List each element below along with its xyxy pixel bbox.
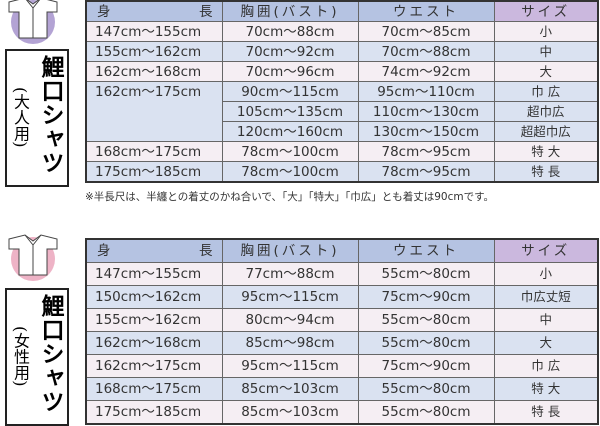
table-cell: 超超巾広	[493, 121, 599, 142]
table-cell: 大	[493, 331, 599, 355]
adult-subtitle: (大人用)	[11, 87, 30, 148]
table-row: 147cm〜155cm 77cm〜88cm 55cm〜80cm 小	[85, 262, 599, 286]
table-cell: 55cm〜80cm	[357, 377, 495, 401]
table-cell: 55cm〜80cm	[357, 262, 495, 286]
table-row: 105cm〜135cm 110cm〜130cm 超巾広	[86, 101, 599, 122]
table-cell: 95cm〜110cm	[357, 81, 495, 102]
table-cell: 75cm〜90cm	[357, 354, 495, 378]
table-cell: 55cm〜80cm	[357, 331, 495, 355]
table-cell: 162cm〜168cm	[85, 331, 223, 355]
header-size: サイズ	[493, 238, 599, 263]
table-cell: 110cm〜130cm	[357, 101, 495, 122]
table-row: 168cm〜175cm 78cm〜100cm 78cm〜95cm 特 大	[85, 141, 599, 162]
table-row: 120cm〜160cm 130cm〜150cm 超超巾広	[86, 121, 599, 142]
women-label: 鯉口シャツ (女性用)	[5, 288, 69, 426]
table-cell: 78cm〜100cm	[221, 161, 359, 183]
table-cell: 168cm〜175cm	[85, 377, 223, 401]
table-cell: 130cm〜150cm	[357, 121, 495, 142]
table-cell: 120cm〜160cm	[221, 121, 359, 142]
table-cell: 70cm〜88cm	[221, 21, 359, 42]
header-waist: ウエスト	[357, 0, 495, 22]
table-cell: 105cm〜135cm	[221, 101, 359, 122]
table-row: 168cm〜175cm 85cm〜103cm 55cm〜80cm 特 大	[85, 377, 599, 401]
table-row: 150cm〜162cm 95cm〜115cm 75cm〜90cm 巾広丈短	[85, 285, 599, 309]
table-cell: 55cm〜80cm	[357, 308, 495, 332]
table-cell: 175cm〜185cm	[85, 400, 223, 425]
women-title: 鯉口シャツ	[37, 294, 63, 414]
table-cell: 中	[493, 41, 599, 62]
table-cell: 小	[493, 262, 599, 286]
header-size: サイズ	[493, 0, 599, 22]
header-height-right: 長	[199, 243, 216, 259]
table-cell: 70cm〜85cm	[357, 21, 495, 42]
table-row: 155cm〜162cm 80cm〜94cm 55cm〜80cm 中	[85, 308, 599, 332]
adult-label: 鯉口シャツ (大人用)	[5, 49, 69, 187]
table-cell: 小	[493, 21, 599, 42]
table-row: 162cm〜168cm 85cm〜98cm 55cm〜80cm 大	[85, 331, 599, 355]
header-height: 身長	[85, 238, 223, 263]
header-height: 身長	[85, 0, 223, 22]
table-cell: 80cm〜94cm	[221, 308, 359, 332]
table-cell: 74cm〜92cm	[357, 61, 495, 82]
table-cell: 85cm〜98cm	[221, 331, 359, 355]
adult-note: ※半長尺は、半纏との着丈のかね合いで、「大」「特大」「巾広」とも着丈は90cmで…	[85, 191, 495, 203]
table-cell: 85cm〜103cm	[221, 400, 359, 425]
women-subtitle: (女性用)	[11, 326, 30, 387]
table-cell: 超巾広	[493, 101, 599, 122]
shirt-icon	[8, 234, 58, 281]
women-size-table: 身長 胸囲(バスト) ウエスト サイズ 147cm〜155cm 77cm〜88cm…	[85, 238, 599, 425]
table-cell: 特 大	[493, 377, 599, 401]
table-cell: 中	[493, 308, 599, 332]
adult-title: 鯉口シャツ	[37, 55, 63, 175]
table-row: 147cm〜155cm 70cm〜88cm 70cm〜85cm 小	[85, 21, 599, 42]
table-cell: 70cm〜96cm	[221, 61, 359, 82]
table-cell: 175cm〜185cm	[85, 161, 223, 183]
header-bust: 胸囲(バスト)	[221, 0, 359, 22]
table-cell: 75cm〜90cm	[357, 285, 495, 309]
table-row: 162cm〜175cm 95cm〜115cm 75cm〜90cm 巾 広	[85, 354, 599, 378]
header-height-right: 長	[199, 3, 216, 20]
table-row: 155cm〜162cm 70cm〜92cm 70cm〜88cm 中	[85, 41, 599, 62]
table-cell: 95cm〜115cm	[221, 354, 359, 378]
header-waist: ウエスト	[357, 238, 495, 263]
shirt-icon	[8, 0, 58, 44]
table-cell: 78cm〜95cm	[357, 161, 495, 183]
table-cell: 77cm〜88cm	[221, 262, 359, 286]
table-cell: 155cm〜162cm	[85, 308, 223, 332]
table-cell: 95cm〜115cm	[221, 285, 359, 309]
table-row: 162cm〜168cm 70cm〜96cm 74cm〜92cm 大	[85, 61, 599, 82]
table-cell: 78cm〜95cm	[357, 141, 495, 162]
header-bust: 胸囲(バスト)	[221, 238, 359, 263]
table-cell: 70cm〜92cm	[221, 41, 359, 62]
table-cell: 85cm〜103cm	[221, 377, 359, 401]
table-cell: 78cm〜100cm	[221, 141, 359, 162]
table-row: 175cm〜185cm 78cm〜100cm 78cm〜95cm 特 長	[85, 161, 599, 183]
adult-size-table: 身長 胸囲(バスト) ウエスト サイズ 147cm〜155cm 70cm〜88cm…	[85, 0, 599, 183]
table-cell: 147cm〜155cm	[85, 21, 223, 42]
table-cell: 162cm〜175cm	[85, 81, 223, 142]
header-height-left: 身	[97, 243, 114, 259]
table-row: 175cm〜185cm 85cm〜103cm 55cm〜80cm 特 長	[85, 400, 599, 425]
table-cell: 70cm〜88cm	[357, 41, 495, 62]
table-cell: 147cm〜155cm	[85, 262, 223, 286]
table-cell: 大	[493, 61, 599, 82]
table-cell: 特 大	[493, 141, 599, 162]
table-cell: 巾 広	[493, 81, 599, 102]
table-cell: 巾広丈短	[493, 285, 599, 309]
table-cell: 168cm〜175cm	[85, 141, 223, 162]
table-cell: 特 長	[493, 161, 599, 183]
table-cell: 162cm〜175cm	[85, 354, 223, 378]
table-cell: 巾 広	[493, 354, 599, 378]
header-height-left: 身	[97, 3, 114, 20]
table-cell: 150cm〜162cm	[85, 285, 223, 309]
table-cell: 特 長	[493, 400, 599, 425]
table-cell: 155cm〜162cm	[85, 41, 223, 62]
table-cell: 55cm〜80cm	[357, 400, 495, 425]
table-cell: 90cm〜115cm	[221, 81, 359, 102]
table-row: 162cm〜175cm 90cm〜115cm 95cm〜110cm 巾 広	[85, 81, 599, 142]
table-cell: 162cm〜168cm	[85, 61, 223, 82]
